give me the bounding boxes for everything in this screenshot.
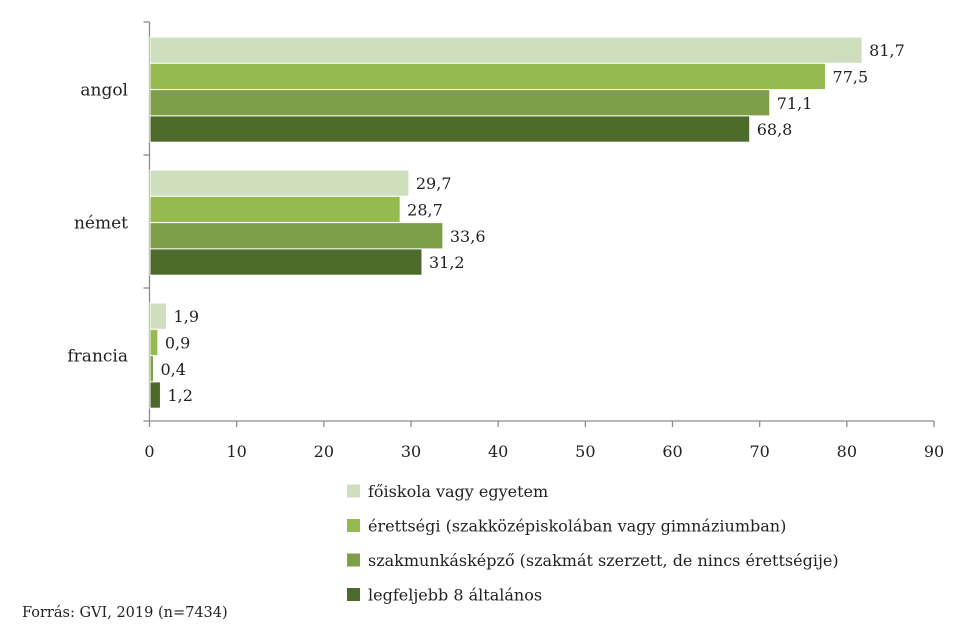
category-labels: angol német francia [67,81,128,367]
x-tick-label: 90 [924,442,944,461]
data-label: 31,2 [429,253,465,272]
x-tick-label: 50 [575,442,595,461]
bar [149,328,159,357]
source-note: Forrás: GVI, 2019 (n=7434) [22,605,228,621]
legend-swatch [347,553,360,567]
x-tick-label: 20 [314,442,334,461]
data-label: 77,5 [833,67,869,86]
bar [149,302,168,330]
x-tick-label: 30 [401,442,421,461]
x-tick-label: 70 [749,442,769,461]
data-label: 33,6 [450,227,486,246]
legend-label: érettségi (szakközépiskolában vagy gimná… [368,517,786,536]
bar [149,195,401,224]
data-label: 1,2 [167,386,192,405]
data-labels: 81,777,5 71,1 68,8 29,7 28,7 33,6 31,2 1,9 0,9 0,… [160,41,904,405]
bar [149,62,827,91]
x-tick-label: 0 [144,442,154,461]
bar [149,89,771,117]
x-tick-label: 10 [226,442,246,461]
data-label: 81,7 [869,41,905,60]
data-label: 71,1 [777,94,813,113]
data-label: 28,7 [407,200,443,219]
category-label: angol [80,81,128,101]
x-tick-label: 40 [488,442,508,461]
bar [149,381,161,409]
data-label: 0,9 [165,333,190,352]
data-label: 1,9 [174,307,199,326]
legend-label: szakmunkásképző (szakmát szerzett, de ni… [368,551,839,570]
data-label: 29,7 [416,174,452,193]
bar [149,115,751,143]
legend: főiskola vagy egyetem érettségi (szakközé… [347,482,839,605]
data-label: 0,4 [160,360,185,379]
x-tick-labels: 0 10 20 30 40 50 60 70 80 90 [144,442,944,461]
bar [149,36,863,64]
bar [149,355,154,383]
category-label: francia [67,347,128,367]
chart-bars [149,36,863,409]
bar [149,222,444,250]
legend-label: legfeljebb 8 általános [368,586,542,605]
x-tick-label: 60 [662,442,682,461]
bar [149,169,410,197]
legend-swatch [347,484,360,498]
legend-swatch [347,519,360,532]
bar [149,248,423,276]
x-tick-label: 80 [837,442,857,461]
legend-swatch [347,588,360,601]
legend-label: főiskola vagy egyetem [368,482,548,501]
data-label: 68,8 [757,120,793,139]
category-label: német [74,214,128,234]
